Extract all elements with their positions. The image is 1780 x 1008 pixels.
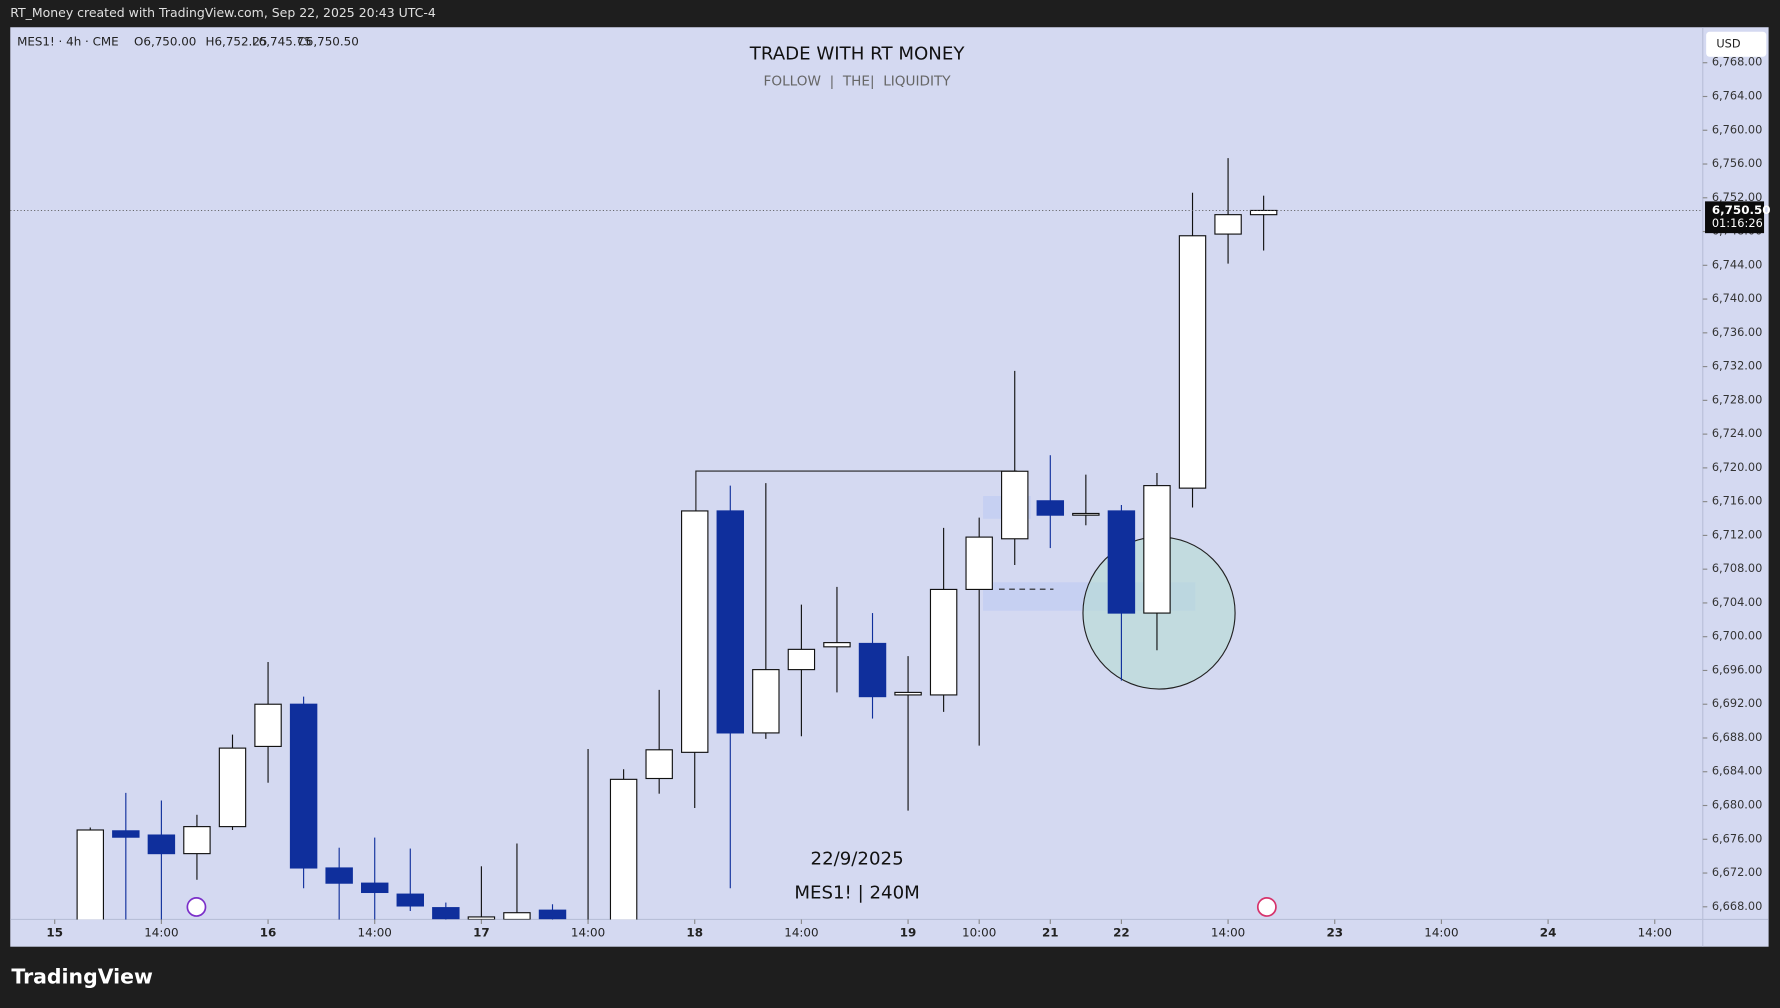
- candle-body: [752, 669, 780, 734]
- candle-body: [112, 830, 140, 838]
- last-price-label: 6,750.50: [1712, 203, 1771, 217]
- y-tick-label: 6,676.00: [1712, 831, 1763, 845]
- ohlc-close: C6,750.50: [297, 35, 358, 49]
- event-icon[interactable]: [1256, 897, 1277, 917]
- y-tick-label: 6,712.00: [1712, 527, 1763, 541]
- x-tick-label: 18: [686, 926, 703, 940]
- chart-title: TRADE WITH RT MONEY: [749, 43, 966, 64]
- x-tick-label: 16: [260, 926, 277, 940]
- y-tick-label: 6,752.00: [1712, 190, 1763, 204]
- y-tick-label: 6,692.00: [1712, 696, 1763, 710]
- ohlc-open: O6,750.00: [134, 35, 196, 49]
- x-tick-label: 22: [1113, 926, 1130, 940]
- x-tick-label: 14:00: [1424, 926, 1458, 940]
- x-tick-label: 19: [900, 926, 917, 940]
- y-tick-label: 6,768.00: [1712, 55, 1763, 69]
- x-tick-label: 10:00: [962, 926, 996, 940]
- candle-body: [218, 747, 247, 828]
- x-tick-label: 14:00: [144, 926, 178, 940]
- candle-body: [1001, 470, 1029, 540]
- annotation: 22/9/2025: [811, 848, 904, 869]
- x-tick-label: 14:00: [358, 926, 392, 940]
- x-tick-label: 14:00: [1638, 926, 1672, 940]
- x-tick-label: 24: [1540, 926, 1557, 940]
- x-tick-label: 17: [473, 926, 490, 940]
- chart-area: [10, 27, 1769, 947]
- y-tick-label: 6,716.00: [1712, 494, 1763, 508]
- brand: TradingView: [11, 964, 153, 988]
- y-tick-label: 6,744.00: [1712, 257, 1763, 271]
- y-tick-label: 6,760.00: [1712, 122, 1763, 136]
- candle-body: [1036, 500, 1065, 516]
- ohlc-high: H6,752.25: [206, 35, 268, 49]
- x-tick-label: 14:00: [1211, 926, 1245, 940]
- y-tick-label: 6,740.00: [1712, 291, 1763, 305]
- candle-body: [787, 648, 816, 671]
- candle-body: [716, 510, 745, 734]
- y-tick-label: 6,704.00: [1712, 595, 1763, 609]
- y-tick-label: 6,720.00: [1712, 460, 1763, 474]
- annotation: MES1! | 240M: [794, 882, 919, 903]
- candle-body: [1107, 510, 1136, 614]
- candle-body: [254, 703, 282, 747]
- candle-body: [1249, 209, 1278, 216]
- candle-body: [858, 642, 887, 698]
- candle-body: [929, 588, 958, 696]
- candle-body: [894, 691, 922, 696]
- y-tick-label: 6,668.00: [1712, 899, 1763, 913]
- symbol: MES1! · 4h · CME: [17, 35, 119, 49]
- y-tick-label: 6,688.00: [1712, 730, 1763, 744]
- candle-body: [1143, 485, 1171, 614]
- countdown: 01:16:26: [1712, 216, 1763, 230]
- x-tick-label: 23: [1326, 926, 1343, 940]
- candle-body: [396, 893, 425, 907]
- y-tick-label: 6,728.00: [1712, 392, 1763, 406]
- y-tick-label: 6,756.00: [1712, 156, 1763, 170]
- y-tick-label: 6,680.00: [1712, 798, 1763, 812]
- y-tick-label: 6,700.00: [1712, 629, 1763, 643]
- candle-body: [645, 749, 673, 780]
- currency-box[interactable]: [1706, 31, 1767, 57]
- y-tick-label: 6,696.00: [1712, 662, 1763, 676]
- y-tick-label: 6,708.00: [1712, 561, 1763, 575]
- y-tick-label: 6,684.00: [1712, 764, 1763, 778]
- x-tick-label: 15: [46, 926, 63, 940]
- candle-body: [289, 703, 318, 869]
- y-tick-label: 6,736.00: [1712, 325, 1763, 339]
- candle-body: [503, 912, 531, 920]
- candle-body: [147, 834, 176, 855]
- level-line: [695, 470, 1018, 511]
- candle-body: [609, 778, 638, 920]
- y-tick-label: 6,672.00: [1712, 865, 1763, 879]
- header-text: RT_Money created with TradingView.com, S…: [10, 5, 436, 20]
- chart-subtitle: FOLLOW | THE| LIQUIDITY: [764, 74, 952, 90]
- candle-body: [325, 867, 353, 884]
- candle-body: [76, 829, 104, 920]
- candle-body: [183, 826, 211, 855]
- x-tick-label: 14:00: [571, 926, 605, 940]
- x-tick-label: 14:00: [784, 926, 818, 940]
- candle-body: [1178, 235, 1207, 489]
- candle-body: [361, 882, 389, 894]
- candle-body: [823, 642, 851, 648]
- currency: USD: [1716, 36, 1741, 50]
- candle-body: [681, 510, 709, 753]
- ohlc-low: L6,745.75: [252, 35, 312, 49]
- x-tick-label: 21: [1042, 926, 1059, 940]
- candle-body: [1214, 214, 1242, 235]
- candle-body: [467, 916, 496, 920]
- candle-body: [432, 907, 460, 920]
- event-icon[interactable]: [186, 897, 207, 917]
- candle-body: [965, 536, 993, 590]
- y-tick-label: 6,724.00: [1712, 426, 1763, 440]
- candle-body: [538, 909, 567, 920]
- candle-body: [1072, 512, 1100, 516]
- candles: [76, 158, 1278, 920]
- y-tick-label: 6,732.00: [1712, 359, 1763, 373]
- y-tick-label: 6,764.00: [1712, 88, 1763, 102]
- last-price-box: [1705, 201, 1765, 234]
